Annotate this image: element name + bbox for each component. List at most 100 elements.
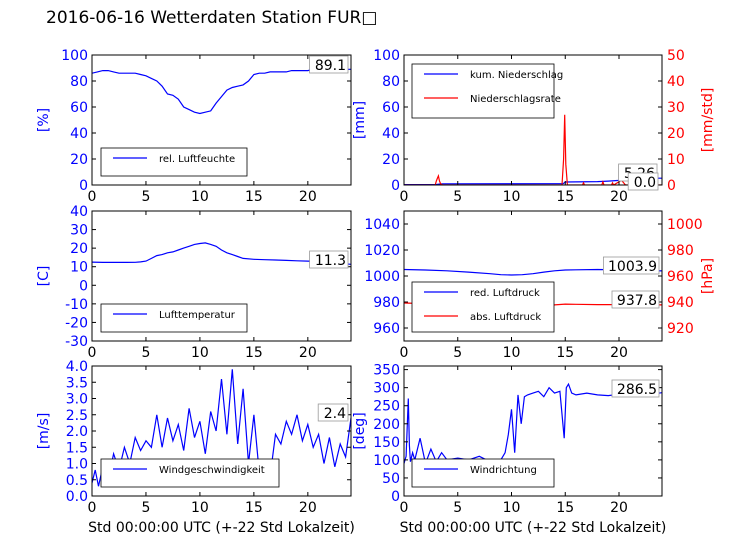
wind_dir-xtick-label: 10 xyxy=(503,500,521,516)
precip-series-1-line xyxy=(404,114,662,185)
temperature-annotation-box-0 xyxy=(309,250,349,269)
temperature-legend-box xyxy=(100,303,248,333)
precip-ytick-right-label: 20 xyxy=(667,126,685,142)
precip-xtick-label: 10 xyxy=(503,189,521,205)
wind_speed-xlabel: Std 00:00:00 UTC (+-22 Std Lokalzeit) xyxy=(88,520,355,536)
temperature-ytick-label: -10 xyxy=(65,297,88,313)
wind_speed-xtick-label: 20 xyxy=(299,500,317,516)
humidity-ytick-label: 80 xyxy=(70,74,88,90)
humidity-ylabel: [%] xyxy=(36,108,52,132)
wind_speed-ytick-label: 4.0 xyxy=(66,359,88,375)
pressure-annotation-0: 1003.9 xyxy=(608,259,657,275)
precip-ytick-label: 60 xyxy=(382,100,400,116)
precip-legend-label-1: Niederschlagsrate xyxy=(470,94,561,105)
humidity-ytick-label: 100 xyxy=(61,48,88,64)
temperature-xtick-label: 10 xyxy=(191,345,209,361)
precip-ytick-label: 40 xyxy=(382,126,400,142)
wind_dir-ylabel: [deg] xyxy=(352,412,368,449)
humidity-axes-frame xyxy=(91,54,352,186)
temperature-ytick-label: -30 xyxy=(65,334,88,350)
precip-ytick-right-label: 30 xyxy=(667,100,685,116)
precip-ylabel-right: [mm/std] xyxy=(700,88,716,153)
precip-xtick-label: 20 xyxy=(610,189,628,205)
wind_dir-annotation-0: 286.5 xyxy=(617,382,657,398)
temperature-xtick-label: 20 xyxy=(299,345,317,361)
wind_speed-ylabel: [m/s] xyxy=(36,413,52,450)
wind_speed-legend-box xyxy=(100,458,280,488)
precip-ytick-label: 100 xyxy=(373,48,400,64)
wind_speed-annotation-box-0 xyxy=(317,403,349,422)
temperature-ytick-label: 10 xyxy=(70,260,88,276)
wind_dir-xtick-label: 20 xyxy=(610,500,628,516)
precip-ytick-right-label: 40 xyxy=(667,74,685,90)
humidity-legend-box xyxy=(100,147,248,177)
precip-ytick-right-label: 0 xyxy=(667,178,676,194)
temperature-annotation-0: 11.3 xyxy=(315,253,346,269)
wind_dir-series-0-line xyxy=(404,382,662,466)
wind_speed-ytick-label: 2.0 xyxy=(66,424,88,440)
wind_dir-ytick-label: 350 xyxy=(373,363,400,379)
humidity-legend-label-0: rel. Luftfeuchte xyxy=(159,154,235,165)
wind_speed-ytick-label: 0.5 xyxy=(66,473,88,489)
temperature-xtick-label: 15 xyxy=(245,345,263,361)
humidity-annotation-box-0 xyxy=(309,55,349,74)
pressure-ytick-right-label: 960 xyxy=(667,269,694,285)
wind_dir-ytick-label: 50 xyxy=(382,471,400,487)
pressure-legend-box xyxy=(411,281,555,333)
humidity-series-0-line xyxy=(92,68,351,115)
pressure-ytick-right-label: 920 xyxy=(667,321,694,337)
pressure-xtick-label: 5 xyxy=(453,345,462,361)
wind_dir-ytick-label: 250 xyxy=(373,399,400,415)
wind_dir-ytick-label: 150 xyxy=(373,435,400,451)
wind_speed-legend-label-0: Windgeschwindigkeit xyxy=(159,465,265,476)
wind_speed-xtick-label: 15 xyxy=(245,500,263,516)
precip-legend-box xyxy=(411,63,555,119)
pressure-annotation-1: 937.8 xyxy=(617,293,657,309)
wind_dir-ytick-label: 200 xyxy=(373,417,400,433)
wind_speed-ytick-label: 1.5 xyxy=(66,440,88,456)
wind_speed-xtick-label: 5 xyxy=(141,500,150,516)
humidity-xtick-label: 20 xyxy=(299,189,317,205)
temperature-xtick-label: 0 xyxy=(88,345,97,361)
precip-ytick-label: 0 xyxy=(391,178,400,194)
temperature-ytick-label: 30 xyxy=(70,223,88,239)
humidity-xtick-label: 5 xyxy=(141,189,150,205)
wind_dir-ytick-label: 0 xyxy=(391,489,400,505)
humidity-annotation-0: 89.1 xyxy=(315,58,346,74)
wind_speed-xtick-label: 0 xyxy=(88,500,97,516)
pressure-ytick-right-label: 980 xyxy=(667,243,694,259)
pressure-xtick-label: 0 xyxy=(400,345,409,361)
precip-xtick-label: 5 xyxy=(453,189,462,205)
temperature-ytick-label: 20 xyxy=(70,241,88,257)
pressure-annotation-box-0 xyxy=(603,256,660,275)
wind_dir-xlabel: Std 00:00:00 UTC (+-22 Std Lokalzeit) xyxy=(400,520,667,536)
wind_dir-ytick-label: 300 xyxy=(373,381,400,397)
precip-annotation-box-1 xyxy=(627,172,659,191)
precip-axes-frame xyxy=(403,54,663,186)
wind_dir-xtick-label: 5 xyxy=(453,500,462,516)
precip-ytick-label: 80 xyxy=(382,74,400,90)
precip-xtick-label: 0 xyxy=(400,189,409,205)
pressure-legend-label-0: red. Luftdruck xyxy=(470,288,540,299)
humidity-ytick-label: 40 xyxy=(70,126,88,142)
precip-ytick-right-label: 10 xyxy=(667,152,685,168)
pressure-ylabel-right: [hPa] xyxy=(700,258,716,294)
pressure-legend-label-1: abs. Luftdruck xyxy=(470,312,541,323)
humidity-xtick-label: 0 xyxy=(88,189,97,205)
humidity-ytick-label: 0 xyxy=(79,178,88,194)
pressure-xtick-label: 10 xyxy=(503,345,521,361)
wind_dir-legend-box xyxy=(411,458,555,488)
temperature-ylabel: [C] xyxy=(36,266,52,287)
wind_dir-ytick-label: 100 xyxy=(373,453,400,469)
precip-xtick-label: 15 xyxy=(556,189,574,205)
precip-ylabel: [mm] xyxy=(352,101,368,139)
temperature-series-0-line xyxy=(92,242,351,265)
pressure-ytick-right-label: 940 xyxy=(667,295,694,311)
pressure-xtick-label: 15 xyxy=(556,345,574,361)
pressure-ytick-right-label: 1000 xyxy=(667,217,703,233)
wind_speed-annotation-0: 2.4 xyxy=(324,406,346,422)
humidity-ytick-label: 60 xyxy=(70,100,88,116)
pressure-ytick-label: 960 xyxy=(373,321,400,337)
wind_speed-ytick-label: 0.0 xyxy=(66,489,88,505)
